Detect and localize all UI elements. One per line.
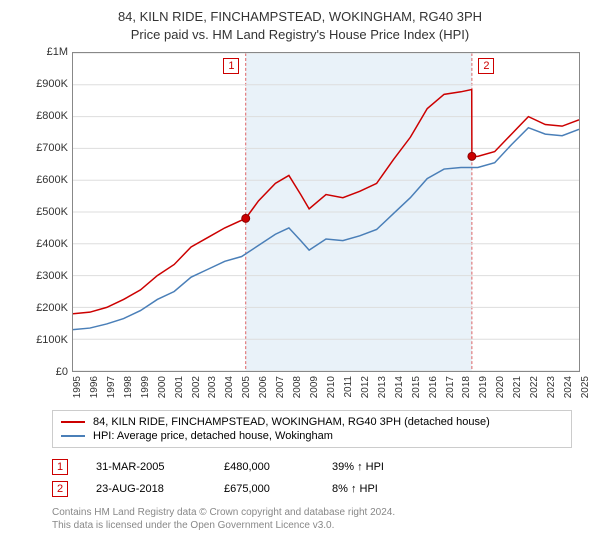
marker-label-1: 1	[223, 58, 239, 74]
x-tick-label: 2018	[461, 376, 472, 398]
x-tick-label: 2022	[529, 376, 540, 398]
sale-date-1: 31-MAR-2005	[96, 461, 196, 473]
sale-row-2: 2 23-AUG-2018 £675,000 8% ↑ HPI	[52, 478, 572, 500]
y-tick-label: £200K	[36, 302, 68, 314]
x-tick-label: 2002	[191, 376, 202, 398]
legend-row-property: 84, KILN RIDE, FINCHAMPSTEAD, WOKINGHAM,…	[61, 415, 563, 429]
x-axis-labels: 1995 1996 1997 1998 1999 2000 2001 2002 2003 2004…	[72, 374, 580, 402]
x-tick-label: 2025	[580, 376, 591, 398]
sale-price-1: £480,000	[224, 461, 304, 473]
y-tick-label: £300K	[36, 270, 68, 282]
y-tick-label: £700K	[36, 142, 68, 154]
x-tick-label: 1998	[123, 376, 134, 398]
x-tick-label: 2019	[478, 376, 489, 398]
title-address: 84, KILN RIDE, FINCHAMPSTEAD, WOKINGHAM,…	[0, 8, 600, 26]
x-tick-label: 2015	[411, 376, 422, 398]
sale-marker-2: 2	[52, 481, 68, 497]
sale-delta-2: 8% ↑ HPI	[332, 483, 422, 495]
footer-line-2: This data is licensed under the Open Gov…	[52, 519, 572, 532]
x-tick-label: 2010	[326, 376, 337, 398]
legend-label-property: 84, KILN RIDE, FINCHAMPSTEAD, WOKINGHAM,…	[93, 416, 490, 428]
x-tick-label: 2008	[292, 376, 303, 398]
x-tick-label: 1996	[89, 376, 100, 398]
x-tick-label: 1999	[140, 376, 151, 398]
footer-line-1: Contains HM Land Registry data © Crown c…	[52, 506, 572, 519]
x-tick-label: 2017	[445, 376, 456, 398]
plot-region	[72, 52, 580, 372]
x-tick-label: 2001	[174, 376, 185, 398]
x-tick-label: 1995	[72, 376, 83, 398]
x-tick-label: 2005	[241, 376, 252, 398]
sale-delta-1: 39% ↑ HPI	[332, 461, 422, 473]
chart-area: £0 £100K £200K £300K £400K £500K £600K £700K £80…	[20, 52, 580, 402]
legend-label-hpi: HPI: Average price, detached house, Woki…	[93, 430, 333, 442]
x-tick-label: 2014	[394, 376, 405, 398]
legend-swatch-hpi	[61, 435, 85, 437]
legend-row-hpi: HPI: Average price, detached house, Woki…	[61, 429, 563, 443]
sale-row-1: 1 31-MAR-2005 £480,000 39% ↑ HPI	[52, 456, 572, 478]
y-tick-label: £900K	[36, 78, 68, 90]
x-tick-label: 2023	[546, 376, 557, 398]
x-tick-label: 2021	[512, 376, 523, 398]
x-tick-label: 2000	[157, 376, 168, 398]
x-tick-label: 2003	[207, 376, 218, 398]
x-tick-label: 2007	[275, 376, 286, 398]
sale-price-2: £675,000	[224, 483, 304, 495]
x-tick-label: 2012	[360, 376, 371, 398]
y-tick-label: £800K	[36, 110, 68, 122]
x-tick-label: 2024	[563, 376, 574, 398]
x-tick-label: 1997	[106, 376, 117, 398]
y-tick-label: £0	[56, 366, 68, 378]
y-axis-labels: £0£100K£200K£300K£400K£500K£600K£700K£80…	[20, 52, 72, 372]
marker-dot-2	[468, 153, 476, 161]
x-tick-label: 2009	[309, 376, 320, 398]
y-tick-label: £500K	[36, 206, 68, 218]
legend-box: 84, KILN RIDE, FINCHAMPSTEAD, WOKINGHAM,…	[52, 410, 572, 448]
marker-label-2: 2	[478, 58, 494, 74]
sale-marker-1: 1	[52, 459, 68, 475]
sale-rows: 1 31-MAR-2005 £480,000 39% ↑ HPI 2 23-AUG-201…	[52, 456, 572, 500]
y-tick-label: £400K	[36, 238, 68, 250]
legend-swatch-property	[61, 421, 85, 423]
sale-date-2: 23-AUG-2018	[96, 483, 196, 495]
x-tick-label: 2006	[258, 376, 269, 398]
x-tick-label: 2013	[377, 376, 388, 398]
y-tick-label: £600K	[36, 174, 68, 186]
y-tick-label: £1M	[47, 46, 68, 58]
title-subtitle: Price paid vs. HM Land Registry's House …	[0, 26, 600, 44]
x-tick-label: 2016	[428, 376, 439, 398]
x-tick-label: 2004	[224, 376, 235, 398]
x-tick-label: 2011	[343, 376, 354, 398]
y-tick-label: £100K	[36, 334, 68, 346]
marker-dot-1	[242, 215, 250, 223]
chart-title-block: 84, KILN RIDE, FINCHAMPSTEAD, WOKINGHAM,…	[0, 0, 600, 48]
x-tick-label: 2020	[495, 376, 506, 398]
footer-note: Contains HM Land Registry data © Crown c…	[52, 506, 572, 532]
